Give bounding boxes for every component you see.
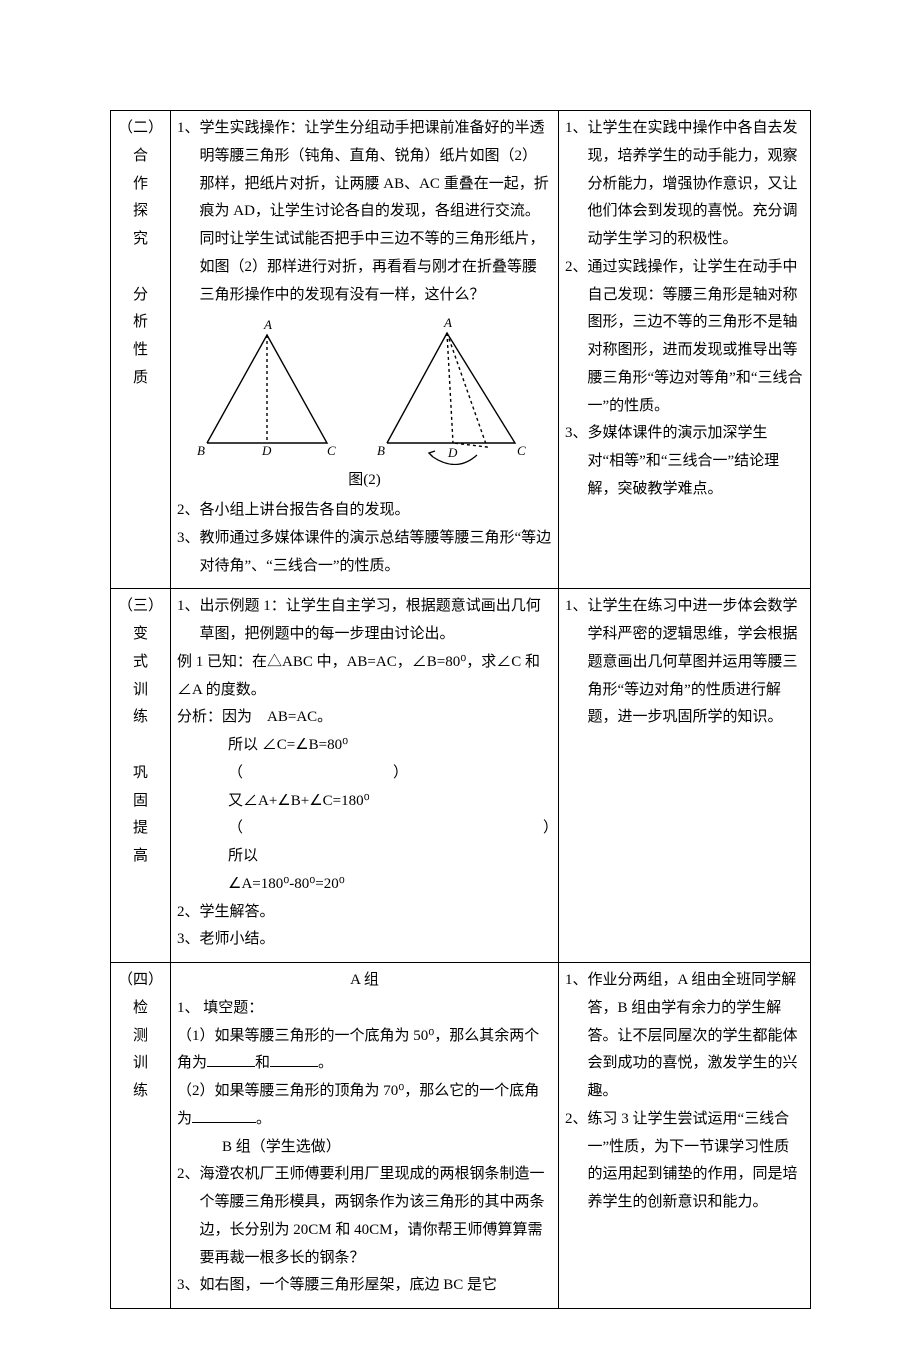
blank-field[interactable] bbox=[207, 1051, 255, 1067]
proof-line: 所以 bbox=[177, 843, 552, 871]
svg-text:B: B bbox=[377, 443, 385, 458]
list-item: 3、 老师小结。 bbox=[177, 926, 552, 954]
analysis-line: 分析：因为 AB=AC。 bbox=[177, 704, 552, 732]
figure-2: A B D C bbox=[177, 315, 552, 495]
table-row: （四） 检 测 训 练 A 组 1、 填空题： （1）如果等腰三角形的一个底角为… bbox=[111, 963, 811, 1309]
page: （二） 合 作 探 究 分 析 性 质 1、 学生实践操作：让学生分组动手把课前… bbox=[0, 0, 920, 1369]
proof-line: 所以 ∠C=∠B=80⁰ bbox=[177, 732, 552, 760]
list-item: 1、 学生实践操作：让学生分组动手把课前准备好的半透明等腰三角形（钝角、直角、锐… bbox=[177, 115, 552, 309]
list-item: 2、 通过实践操作，让学生在动手中自己发现：等腰三角形是轴对称图形，三边不等的三… bbox=[565, 254, 804, 421]
section-3-activities: 1、 出示例题 1：让学生自主学习，根据题意试画出几何草图，把例题中的每一步理由… bbox=[171, 589, 559, 963]
section-2-activities: 1、 学生实践操作：让学生分组动手把课前准备好的半透明等腰三角形（钝角、直角、锐… bbox=[171, 111, 559, 589]
list-item: 3、 多媒体课件的演示加深学生对“相等”和“三线合一”结论理解，突破教学难点。 bbox=[565, 420, 804, 503]
list-item: 2、 练习 3 让学生尝试运用“三线合一”性质，为下一节课学习性质的运用起到铺垫… bbox=[565, 1106, 804, 1217]
svg-text:D: D bbox=[447, 445, 458, 460]
blank-field[interactable] bbox=[270, 1051, 318, 1067]
list-item: 2、 各小组上讲台报告各自的发现。 bbox=[177, 497, 552, 525]
svg-text:B: B bbox=[197, 443, 205, 458]
list-item: 2、 海澄农机厂王师傅要利用厂里现成的两根钢条制造一个等腰三角形模具，两钢条作为… bbox=[177, 1161, 552, 1272]
section-num: （三） bbox=[117, 593, 164, 621]
section-4-purpose: 1、 作业分两组，A 组由全班同学解答，B 组由学有余力的学生解答。让不层同屋次… bbox=[559, 963, 811, 1309]
table-row: （二） 合 作 探 究 分 析 性 质 1、 学生实践操作：让学生分组动手把课前… bbox=[111, 111, 811, 589]
group-b-heading: B 组（学生选做） bbox=[177, 1134, 552, 1162]
blank-field[interactable] bbox=[192, 1107, 256, 1123]
triangle-diagram: A B D C bbox=[177, 315, 537, 465]
section-label-4: （四） 检 测 训 练 bbox=[111, 963, 171, 1309]
section-4-activities: A 组 1、 填空题： （1）如果等腰三角形的一个底角为 50⁰，那么其余两个角… bbox=[171, 963, 559, 1309]
section-label-3: （三） 变 式 训 练 巩 固 提 高 bbox=[111, 589, 171, 963]
list-item: 1、 作业分两组，A 组由全班同学解答，B 组由学有余力的学生解答。让不层同屋次… bbox=[565, 967, 804, 1106]
section-num: （二） bbox=[117, 115, 164, 143]
proof-line: 又∠A+∠B+∠C=180⁰ bbox=[177, 788, 552, 816]
svg-text:D: D bbox=[261, 443, 272, 458]
list-item: 3、 如右图，一个等腰三角形屋架，底边 BC 是它 bbox=[177, 1272, 552, 1300]
list-item: 1、 出示例题 1：让学生自主学习，根据题意试画出几何草图，把例题中的每一步理由… bbox=[177, 593, 552, 649]
lesson-table: （二） 合 作 探 究 分 析 性 质 1、 学生实践操作：让学生分组动手把课前… bbox=[110, 110, 811, 1309]
list-item: 3、 教师通过多媒体课件的演示总结等腰等腰三角形“等边对待角”、“三线合一”的性… bbox=[177, 525, 552, 581]
svg-text:A: A bbox=[443, 315, 452, 330]
example-1: 例 1 已知：在△ABC 中，AB=AC，∠B=80⁰，求∠C 和∠A 的度数。 bbox=[177, 649, 552, 705]
section-num: （四） bbox=[117, 967, 164, 995]
group-a-heading: A 组 bbox=[177, 967, 552, 995]
proof-line: （ ） bbox=[177, 760, 552, 788]
fill-blank-1: （1）如果等腰三角形的一个底角为 50⁰，那么其余两个角为和。 bbox=[177, 1023, 552, 1079]
table-row: （三） 变 式 训 练 巩 固 提 高 1、 出示例题 1：让学生自主学习，根据… bbox=[111, 589, 811, 963]
list-item: 2、 学生解答。 bbox=[177, 899, 552, 927]
list-item: 1、 让学生在练习中进一步体会数学学科严密的逻辑思维，学会根据题意画出几何草图并… bbox=[565, 593, 804, 732]
svg-text:C: C bbox=[327, 443, 336, 458]
svg-text:A: A bbox=[263, 317, 272, 332]
fill-label: 1、 填空题： bbox=[177, 995, 552, 1023]
fill-blank-2: （2）如果等腰三角形的顶角为 70⁰，那么它的一个底角为。 bbox=[177, 1078, 552, 1134]
section-3-purpose: 1、 让学生在练习中进一步体会数学学科严密的逻辑思维，学会根据题意画出几何草图并… bbox=[559, 589, 811, 963]
figure-caption: 图(2) bbox=[177, 467, 552, 495]
section-label-2: （二） 合 作 探 究 分 析 性 质 bbox=[111, 111, 171, 589]
section-2-purpose: 1、 让学生在实践中操作中各自去发现，培养学生的动手能力，观察分析能力，增强协作… bbox=[559, 111, 811, 589]
proof-line: （ ） bbox=[177, 815, 552, 843]
list-item: 1、 让学生在实践中操作中各自去发现，培养学生的动手能力，观察分析能力，增强协作… bbox=[565, 115, 804, 254]
svg-text:C: C bbox=[517, 443, 526, 458]
proof-line: ∠A=180⁰-80⁰=20⁰ bbox=[177, 871, 552, 899]
